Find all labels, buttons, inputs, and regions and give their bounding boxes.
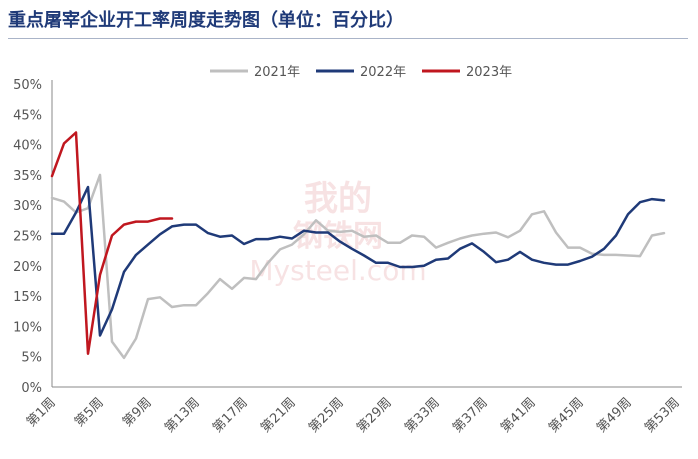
y-tick-label: 45%	[13, 108, 42, 123]
y-tick-label: 5%	[21, 351, 42, 366]
watermark-text: 我的	[304, 179, 372, 219]
y-tick-label: 25%	[13, 230, 42, 245]
series-line	[50, 131, 174, 355]
y-tick-label: 10%	[13, 320, 42, 335]
x-tick-label: 第37周	[450, 395, 491, 436]
x-tick-label: 第5周	[72, 395, 107, 430]
legend: 2021年 2022年 2023年	[210, 65, 512, 80]
x-tick-label: 第21周	[258, 395, 299, 436]
watermark-text: Mysteel.com	[249, 254, 426, 287]
x-tick-label: 第49周	[594, 395, 635, 436]
legend-label: 2022年	[360, 65, 406, 80]
y-tick-label: 20%	[13, 260, 42, 275]
x-tick-label: 第1周	[24, 395, 59, 430]
x-tick-label: 第53周	[642, 395, 683, 436]
x-tick-label: 第29周	[354, 395, 395, 436]
legend-label: 2023年	[466, 65, 512, 80]
x-axis: 第1周 第5周 第9周 第13周 第17周 第21周 第25周 第29周 第33周 第37周 第41…	[24, 386, 683, 436]
title-divider	[8, 38, 688, 39]
x-tick-label: 第45周	[546, 395, 587, 436]
y-tick-label: 15%	[13, 290, 42, 305]
x-tick-label: 第41周	[498, 395, 539, 436]
x-tick-label: 第17周	[210, 395, 251, 436]
legend-label: 2021年	[254, 65, 300, 80]
series-line	[50, 185, 666, 337]
y-tick-label: 40%	[13, 139, 42, 154]
y-tick-label: 50%	[13, 78, 42, 93]
x-tick-label: 第33周	[402, 395, 443, 436]
chart-title: 重点屠宰企业开工率周度走势图（单位：百分比）	[8, 10, 404, 31]
x-tick-label: 第9周	[120, 395, 155, 430]
series-line	[50, 173, 666, 360]
y-tick-label: 0%	[21, 381, 42, 396]
x-tick-label: 第13周	[162, 395, 203, 436]
y-tick-label: 30%	[13, 199, 42, 214]
y-axis: 0% 5% 10% 15% 20% 25% 30% 35% 40% 45% 50%	[13, 78, 53, 396]
x-tick-label: 第25周	[306, 395, 347, 436]
series-lines	[50, 131, 666, 360]
y-tick-label: 35%	[13, 169, 42, 184]
